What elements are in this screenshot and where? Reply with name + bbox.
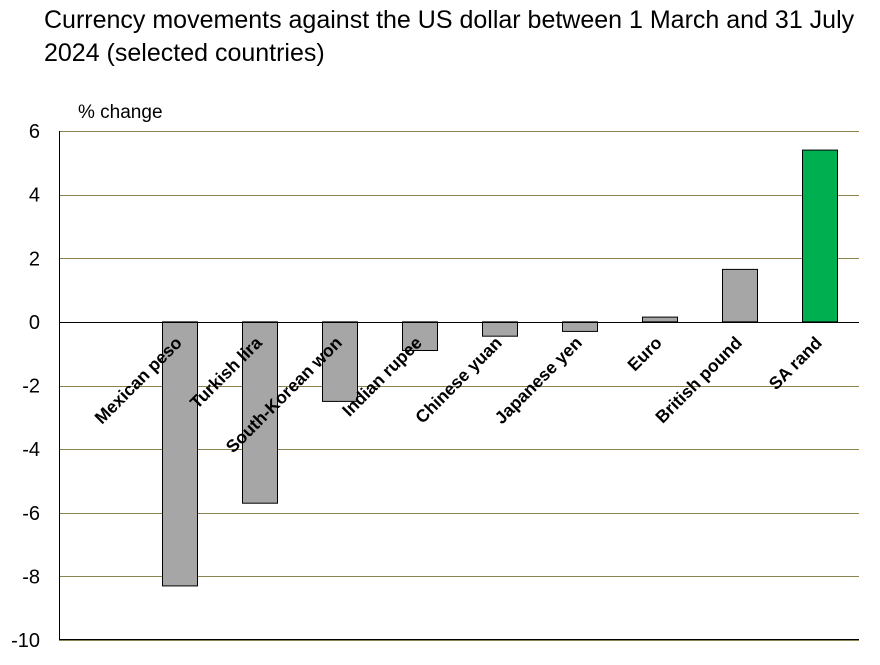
- bar: [642, 316, 678, 323]
- y-tick-label: 0: [29, 312, 40, 334]
- chart-title: Currency movements against the US dollar…: [44, 6, 855, 67]
- y-tick-label: 2: [29, 248, 40, 270]
- bar: [802, 149, 838, 323]
- bar: [322, 321, 358, 402]
- bar: [482, 321, 518, 337]
- y-tick-label: -2: [22, 376, 40, 398]
- y-tick-label: -4: [22, 439, 40, 461]
- bar: [402, 321, 438, 352]
- bar: [722, 268, 758, 323]
- y-tick-label: 4: [29, 185, 40, 207]
- y-tick-label: -8: [22, 566, 40, 588]
- category-label: SA rand: [765, 333, 826, 394]
- y-tick-label: -10: [11, 630, 40, 652]
- bars: [162, 149, 838, 587]
- bar: [242, 321, 278, 504]
- y-tick-labels: 6 4 2 0 -2 -4 -6 -8 -10: [11, 121, 40, 652]
- category-label: Euro: [623, 333, 665, 375]
- bar: [162, 321, 198, 587]
- y-tick-label: 6: [29, 121, 40, 143]
- y-tick-label: -6: [22, 503, 40, 525]
- bar: [562, 321, 598, 332]
- y-axis-label: % change: [78, 102, 163, 123]
- axes: [59, 131, 859, 640]
